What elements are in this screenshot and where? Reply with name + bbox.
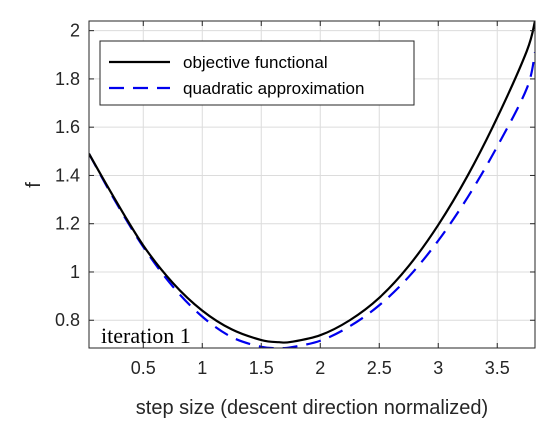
series-line-quadratic-approximation [89,52,535,348]
y-tick-label: 1 [70,262,80,282]
x-tick-label: 3 [433,358,443,378]
tick-labels: 0.5 1 1.5 2 2.5 3 3.5 0.8 1 1.2 1.4 1.6 1.8 2 [55,21,510,378]
y-tick-label: 1.4 [55,165,80,185]
x-tick-label: 1 [197,358,207,378]
iteration-annotation: iteration 1 [101,323,191,348]
y-axis-label: f [23,182,45,188]
y-tick-label: 1.6 [55,117,80,137]
x-axis-label: step size (descent direction normalized) [136,397,488,419]
legend-label-objective-functional: objective functional [183,53,328,72]
y-tick-label: 1.8 [55,69,80,89]
y-tick-label: 0.8 [55,310,80,330]
axes-frame [88,20,536,349]
plot-area [89,21,535,348]
x-tick-label: 3.5 [485,358,510,378]
legend: objective functional quadratic approxima… [99,40,415,106]
series-line-objective-functional [89,21,535,344]
axis-ticks [89,21,535,348]
y-tick-label: 1.2 [55,214,80,234]
legend-box [99,40,415,106]
y-tick-label: 2 [70,21,80,41]
legend-label-quadratic-approximation: quadratic approximation [183,79,364,98]
x-tick-label: 1.5 [249,358,274,378]
x-tick-label: 0.5 [131,358,156,378]
x-tick-label: 2 [315,358,325,378]
x-tick-label: 2.5 [367,358,392,378]
series-layer [89,21,535,348]
